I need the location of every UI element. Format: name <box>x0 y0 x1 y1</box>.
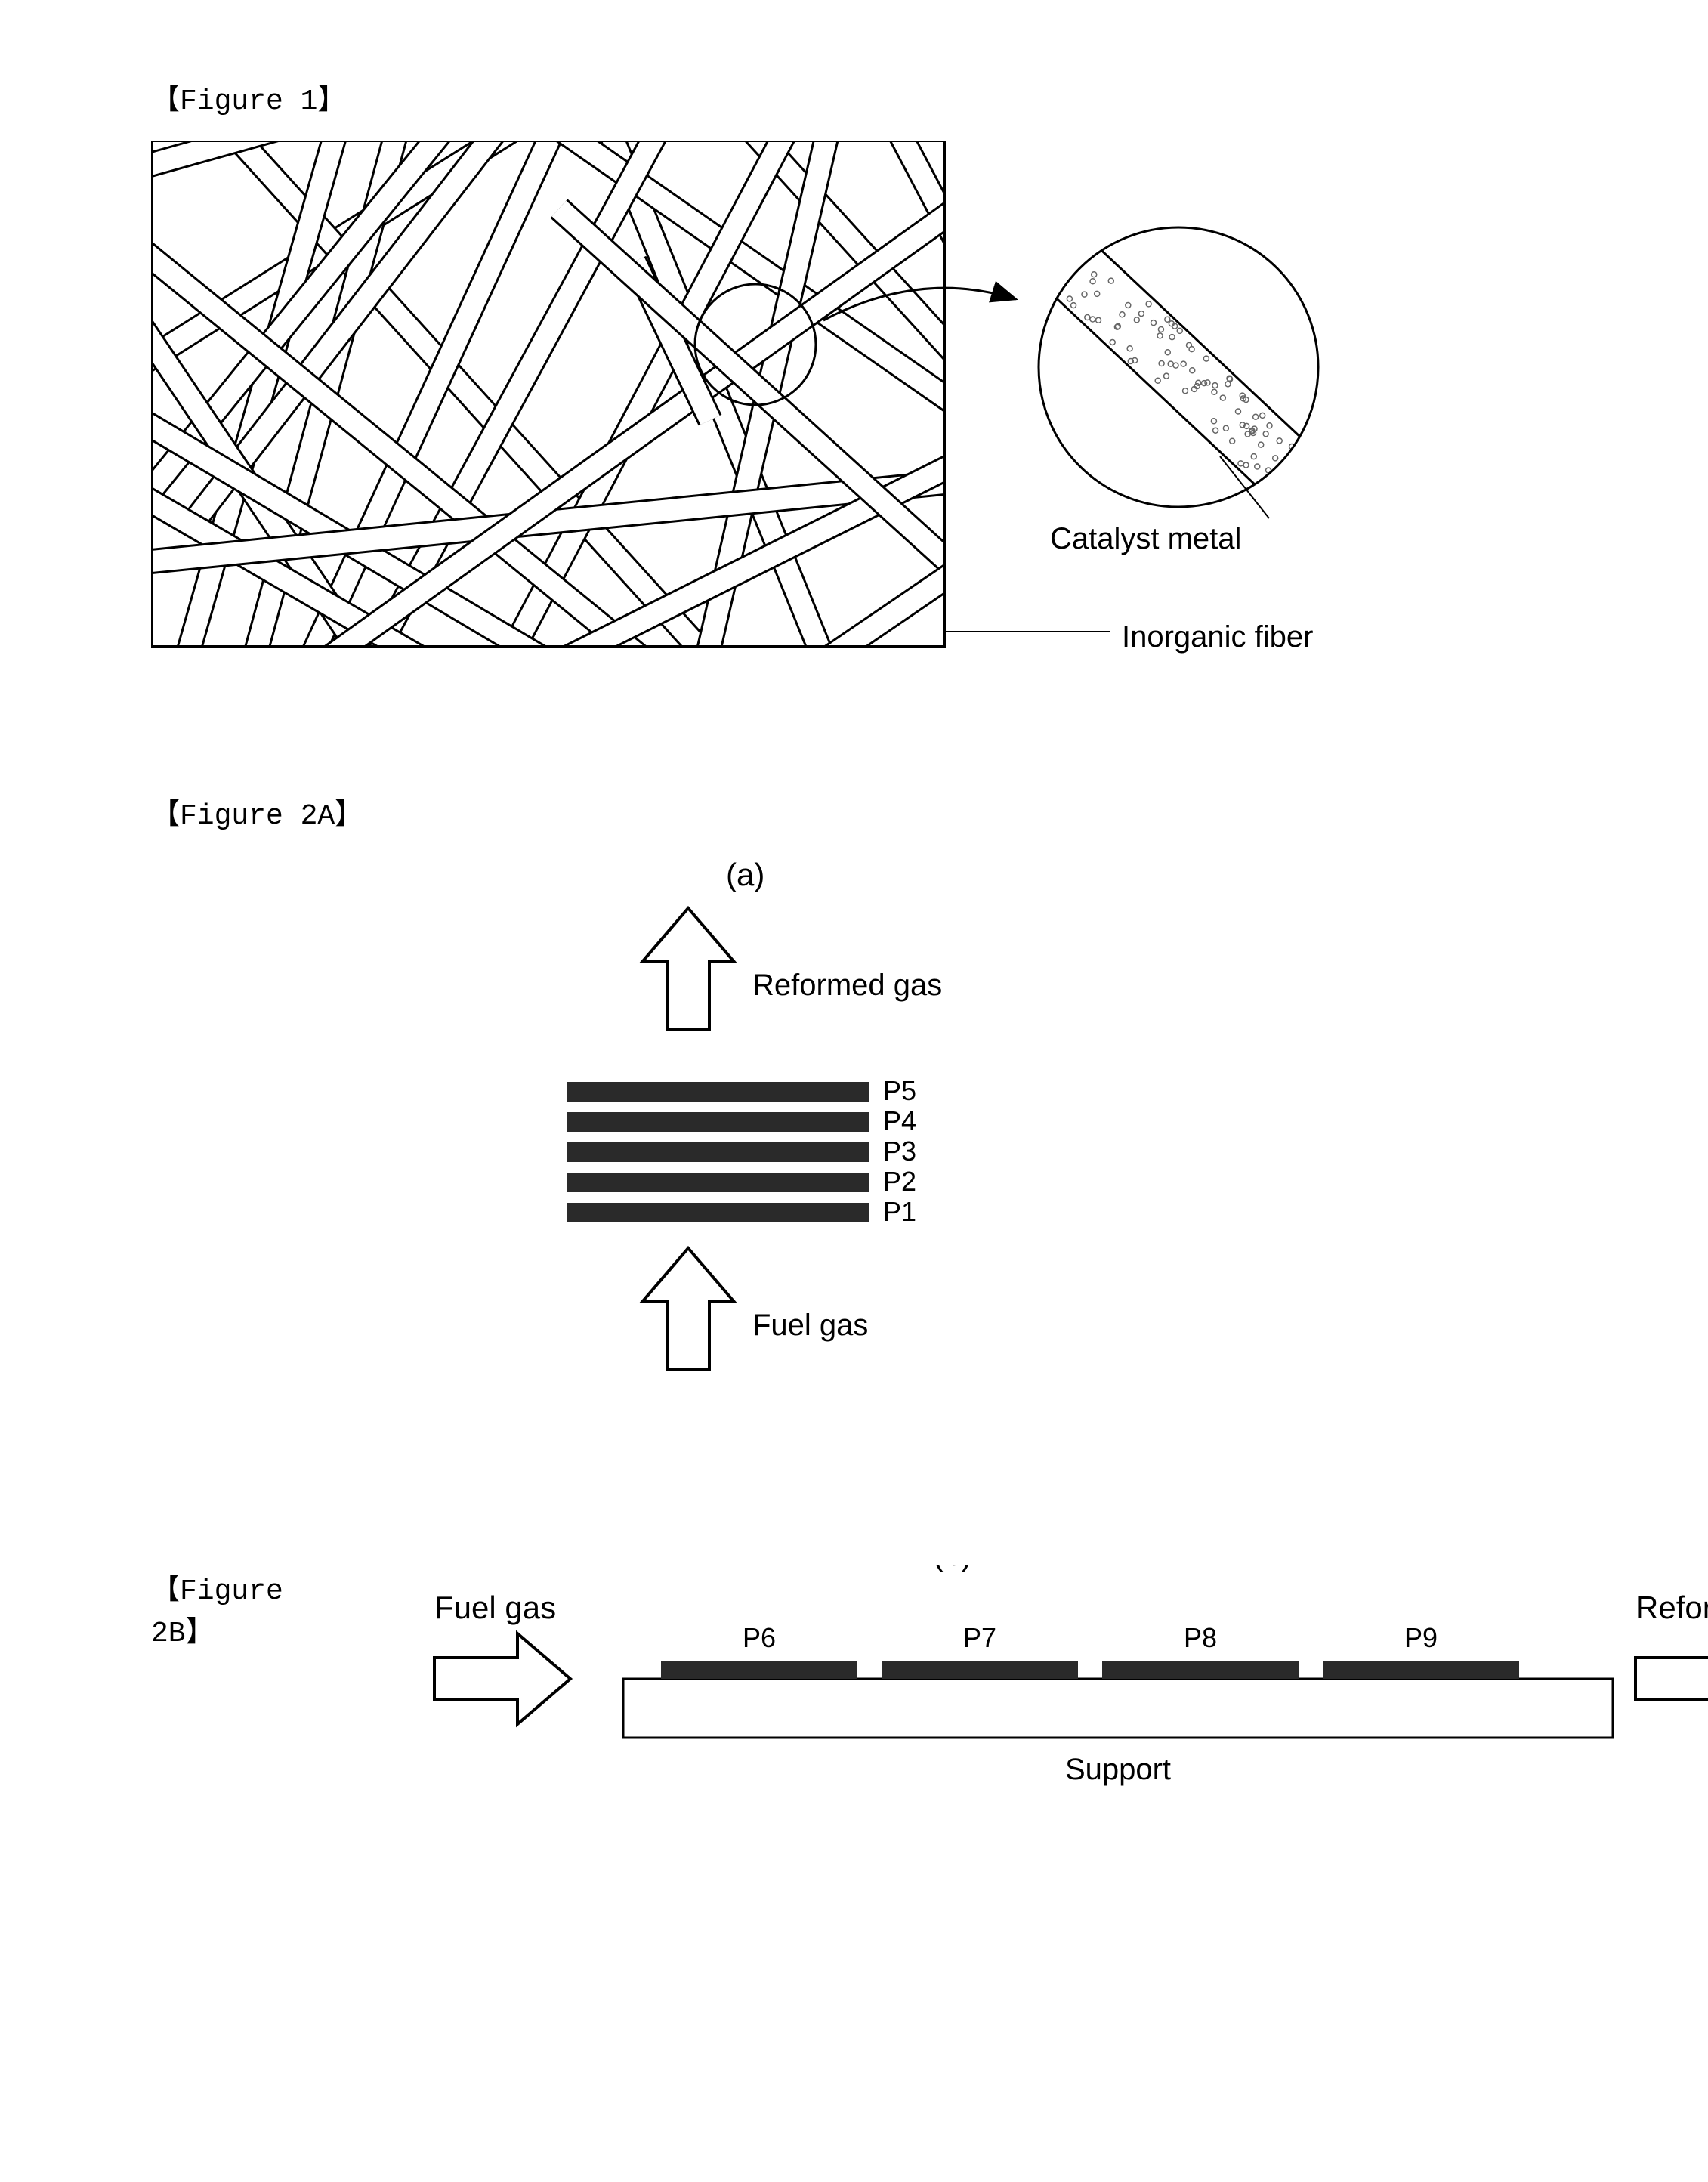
figure1: Catalyst metal Inorganic fiber <box>151 141 1435 685</box>
figure2b-svg: (b) Fuel gas P6 P7 P8 P9 Reformed gas Support <box>419 1565 1708 1807</box>
svg-text:P3: P3 <box>883 1136 916 1167</box>
figure1-svg: Catalyst metal Inorganic fiber <box>151 141 1435 685</box>
svg-text:Reformed gas: Reformed gas <box>752 969 942 1002</box>
svg-text:(b): (b) <box>933 1565 971 1572</box>
svg-text:P4: P4 <box>883 1105 916 1136</box>
svg-text:P9: P9 <box>1404 1622 1438 1653</box>
svg-text:P7: P7 <box>963 1622 996 1653</box>
svg-text:P8: P8 <box>1184 1622 1217 1653</box>
figure2b: (b) Fuel gas P6 P7 P8 P9 Reformed gas Support <box>419 1565 1708 1807</box>
figure2b-label: 【Figure 2B】 <box>151 1565 283 1650</box>
figure2a-svg: (a) Reformed gas P5P4P3P2P1 Fuel gas <box>439 855 1270 1429</box>
svg-text:Fuel gas: Fuel gas <box>752 1309 868 1342</box>
svg-text:P1: P1 <box>883 1196 916 1227</box>
svg-text:Catalyst metal: Catalyst metal <box>1050 522 1241 555</box>
svg-text:Support: Support <box>1065 1753 1171 1786</box>
svg-text:P5: P5 <box>883 1075 916 1106</box>
figure1-label: 【Figure 1】 <box>151 76 1557 118</box>
svg-text:Fuel gas: Fuel gas <box>434 1590 556 1625</box>
svg-text:Reformed gas: Reformed gas <box>1635 1590 1708 1625</box>
figure2a-label: 【Figure 2A】 <box>151 790 1557 833</box>
figure2a: (a) Reformed gas P5P4P3P2P1 Fuel gas <box>439 855 1270 1429</box>
svg-text:(a): (a) <box>726 857 764 892</box>
svg-text:P6: P6 <box>743 1622 776 1653</box>
svg-text:Inorganic fiber: Inorganic fiber <box>1122 620 1313 654</box>
svg-text:P2: P2 <box>883 1166 916 1197</box>
